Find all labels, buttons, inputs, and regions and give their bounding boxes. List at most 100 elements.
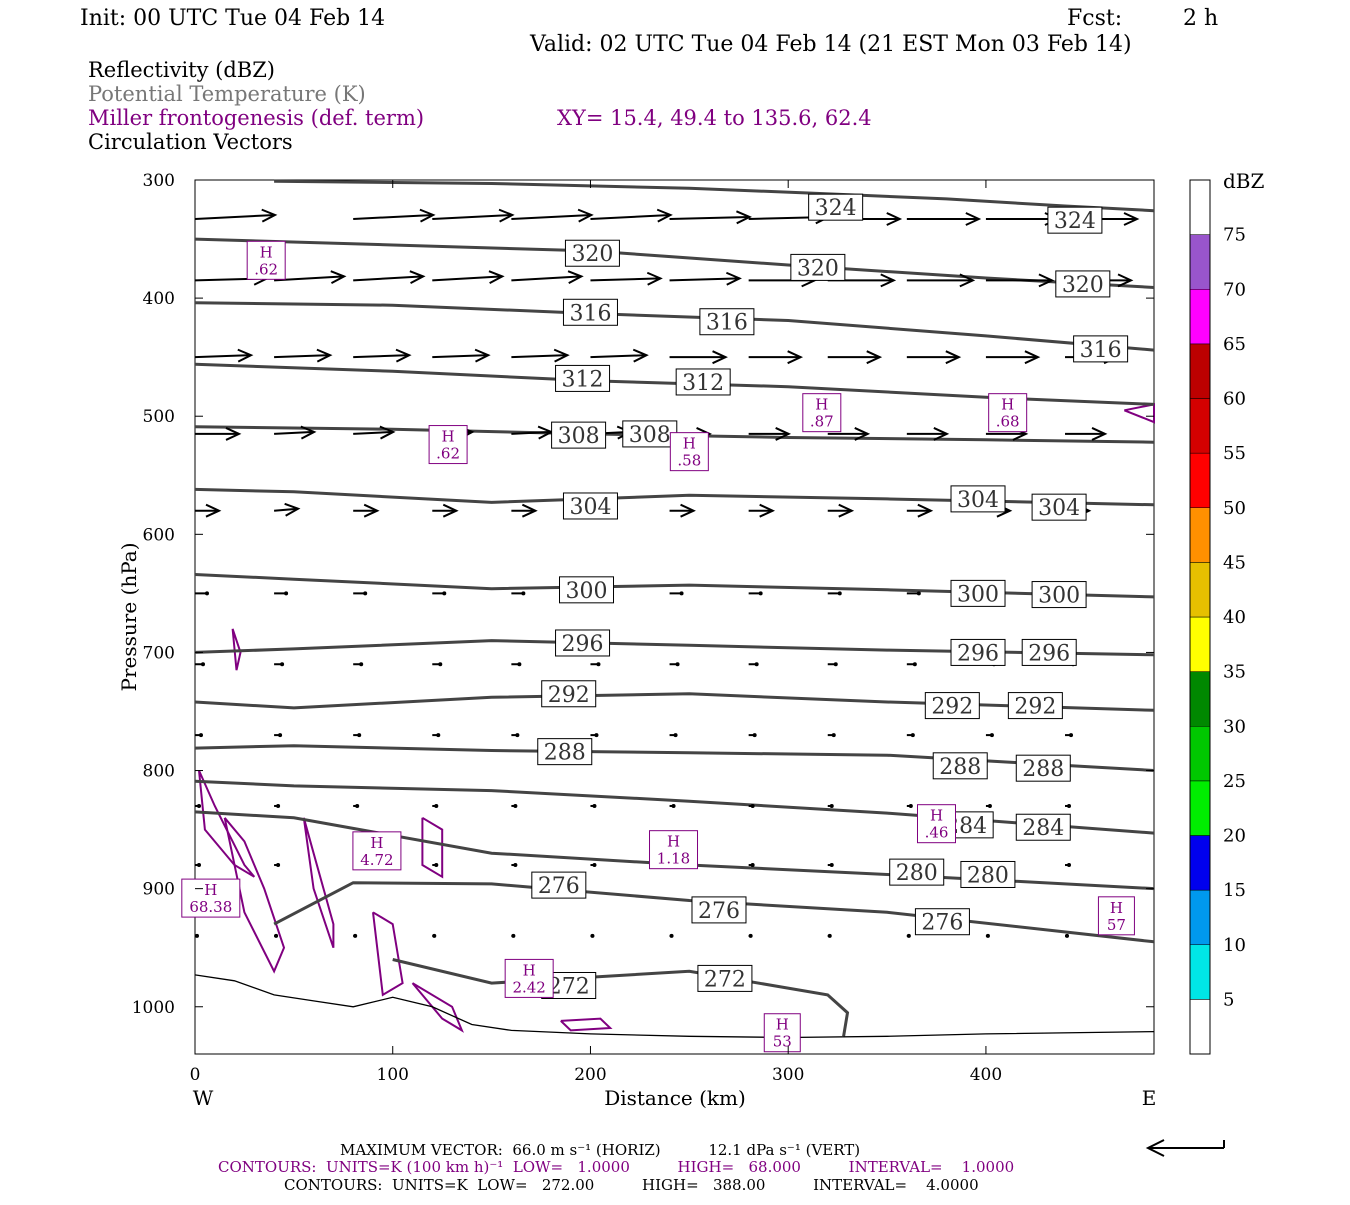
vector-shaft	[511, 213, 592, 220]
colorbar-segment	[1189, 671, 1211, 727]
wind-vector	[669, 210, 752, 225]
east-label: E	[1142, 1086, 1157, 1110]
y-tick-label: 800	[143, 762, 175, 782]
frontogenesis-contour-6	[231, 628, 242, 671]
max-box	[181, 878, 241, 918]
colorbar-label: 15	[1223, 880, 1246, 901]
max-value: 53	[773, 1033, 792, 1051]
vector-head	[1117, 273, 1134, 288]
vector-shaft	[590, 213, 671, 220]
theta-label-text: 276	[538, 874, 580, 899]
frontogenesis-max: H4.72	[352, 831, 402, 871]
max-box	[428, 425, 468, 465]
vector-shaft	[353, 275, 424, 282]
wind-vector	[353, 503, 380, 518]
y-axis: 300 400 500 600 700 800 900 1000	[132, 171, 1154, 1018]
vector-shaft	[194, 354, 252, 359]
vector-head	[592, 803, 597, 808]
max-label: H	[204, 881, 217, 899]
theta-contour-316	[194, 301, 1155, 352]
theta-label-text: 316	[1080, 338, 1122, 363]
theta-label-text: 296	[1028, 641, 1070, 666]
vector-head	[197, 803, 201, 808]
vector-head	[880, 273, 897, 288]
vector-head	[827, 933, 832, 938]
vector-head	[511, 933, 516, 938]
wind-vector	[906, 503, 934, 518]
vector-head	[274, 933, 279, 938]
max-label: H	[523, 961, 536, 979]
fcst-value: 2 h	[1183, 6, 1218, 31]
wind-vector	[432, 348, 491, 363]
vector-head	[712, 350, 728, 365]
vector-head	[442, 591, 447, 596]
legend-reflectivity: Reflectivity (dBZ)	[88, 58, 275, 82]
max-box	[669, 432, 709, 472]
wind-vector	[827, 591, 842, 596]
terrain-profile	[194, 974, 1155, 1039]
theta-label-box	[697, 964, 753, 992]
frontogenesis-contour-3	[421, 816, 444, 879]
vector-shaft	[432, 275, 503, 282]
max-value: 57	[1107, 916, 1126, 934]
frontogenesis-contour-8	[560, 1017, 613, 1032]
theta-label-312: 312	[675, 368, 731, 396]
wind-vector	[827, 662, 838, 667]
wind-vector	[906, 733, 915, 738]
wind-vector	[274, 348, 333, 363]
theta-label-box	[1021, 638, 1077, 666]
max-box	[916, 804, 956, 844]
theta-label-text: 288	[544, 741, 586, 766]
terrain-line	[194, 974, 1155, 1039]
wind-vector	[590, 208, 673, 223]
wind-vector	[748, 350, 804, 365]
max-label: H	[370, 834, 383, 852]
init-time: Init: 00 UTC Tue 04 Feb 14	[80, 6, 385, 31]
vector-shaft	[669, 277, 740, 282]
colorbar-label: 50	[1223, 498, 1246, 519]
vector-head	[1038, 273, 1055, 288]
vector-shaft	[669, 215, 750, 220]
frontogenesis-max: H.68	[988, 393, 1028, 433]
theta-label-text: 292	[548, 683, 590, 708]
theta-contour-272	[392, 958, 850, 1037]
wind-vector	[827, 733, 836, 738]
vector-head	[750, 803, 755, 808]
vector-shaft	[432, 213, 513, 220]
theta-label-box	[564, 239, 620, 267]
theta-label-288: 288	[1015, 754, 1071, 782]
vector-head	[675, 662, 680, 667]
colorbar-segment	[1189, 398, 1211, 454]
theta-label-text: 276	[921, 911, 963, 936]
vector-shaft	[353, 354, 410, 359]
theta-label-text: 320	[797, 256, 839, 281]
theta-label-box	[1031, 493, 1087, 521]
vector-head	[278, 733, 283, 738]
max-value: .68	[996, 413, 1020, 431]
vector-head	[409, 270, 426, 285]
theta-label-292: 292	[1007, 692, 1063, 720]
wind-vector	[827, 933, 832, 938]
wind-vector	[353, 270, 426, 285]
theta-label-text: 276	[698, 899, 740, 924]
frontogenesis-max: H57	[1097, 896, 1135, 936]
colorbar-segment	[1189, 343, 1211, 399]
max-value: .46	[925, 824, 949, 842]
vector-head	[363, 503, 380, 518]
theta-label-288: 288	[932, 752, 988, 780]
wind-vector	[1065, 427, 1108, 441]
wind-vector	[353, 733, 362, 738]
vector-head	[436, 733, 441, 738]
wind-vector	[353, 208, 436, 223]
vector-shaft	[194, 213, 276, 220]
frontogenesis-max: H53	[763, 1013, 801, 1053]
vector-head	[517, 662, 522, 667]
frontogenesis-max: H.58	[669, 432, 709, 472]
vector-head	[829, 803, 834, 808]
colorbar-label: 40	[1223, 607, 1246, 628]
dbz-colorbar: 5 10 15 20 25 30 35 40 45 50 55 60 65 70 75	[1189, 179, 1246, 1055]
wind-vector	[906, 662, 917, 667]
wind-vector	[827, 427, 871, 441]
wind-vector	[511, 733, 520, 738]
max-value: 1.18	[657, 850, 690, 868]
